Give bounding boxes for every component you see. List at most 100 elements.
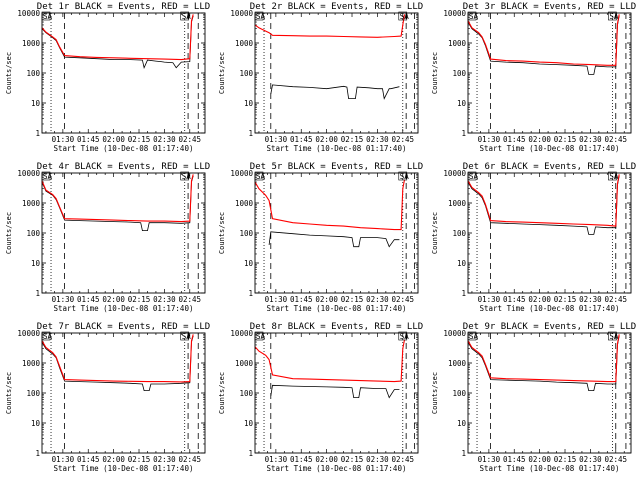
panel-title: Det 3r BLACK = Events, RED = LLD [463, 2, 636, 12]
y-tick-label: 100 [452, 229, 466, 238]
x-tick-label: 01:45 [77, 455, 100, 464]
y-tick-label: 1 [248, 289, 253, 298]
x-tick-label: 02:45 [178, 135, 201, 144]
y-tick-label: 100 [452, 389, 466, 398]
x-tick-label: 02:15 [128, 455, 151, 464]
x-tick-label: 02:30 [366, 455, 389, 464]
corner-marker-right: SA [182, 12, 192, 21]
x-tick-label: 02:30 [153, 135, 176, 144]
y-axis-label: Counts/sec [5, 212, 13, 254]
corner-marker-left: SA [469, 12, 479, 21]
x-tick-label: 02:30 [153, 455, 176, 464]
y-axis-label: Counts/sec [431, 212, 439, 254]
series-lld [467, 334, 620, 383]
x-tick-label: 02:30 [579, 135, 602, 144]
x-axis-label: Start Time (10-Dec-08 01:17:40) [54, 144, 194, 153]
corner-marker-box [608, 171, 617, 181]
y-tick-label: 100 [26, 229, 40, 238]
series-lld [467, 14, 620, 66]
x-tick-label: 02:30 [579, 295, 602, 304]
x-tick-label: 02:45 [391, 135, 414, 144]
y-tick-label: 10000 [17, 169, 40, 178]
corner-marker-left: SA [469, 172, 479, 181]
x-tick-label: 01:45 [77, 135, 100, 144]
x-tick-label: 02:00 [528, 135, 551, 144]
y-tick-label: 1000 [22, 199, 41, 208]
panel-det-2r: Det 2r BLACK = Events, RED = LLD Counts/s… [218, 2, 423, 153]
x-tick-label: 02:00 [315, 455, 338, 464]
panel-title: Det 7r BLACK = Events, RED = LLD [37, 322, 210, 332]
corner-marker-right: SA [609, 172, 619, 181]
y-tick-label: 100 [239, 69, 253, 78]
x-axis-label: Start Time (10-Dec-08 01:17:40) [480, 304, 620, 313]
y-tick-label: 10000 [230, 329, 253, 338]
y-tick-label: 10000 [443, 329, 466, 338]
series-lld [467, 174, 620, 227]
x-tick-label: 02:15 [128, 135, 151, 144]
x-tick-label: 02:00 [102, 135, 125, 144]
corner-marker-box [180, 331, 189, 341]
y-tick-label: 1 [461, 129, 466, 138]
panel-title: Det 9r BLACK = Events, RED = LLD [463, 322, 636, 332]
y-tick-label: 1000 [235, 199, 254, 208]
x-tick-label: 01:45 [77, 295, 100, 304]
x-tick-label: 02:00 [528, 295, 551, 304]
plot-frame [254, 12, 419, 134]
y-axis-label: Counts/sec [5, 372, 13, 414]
x-tick-label: 02:45 [604, 135, 627, 144]
plot-frame [467, 172, 632, 294]
x-tick-label: 02:45 [178, 455, 201, 464]
series-events [270, 384, 400, 399]
y-tick-label: 1000 [22, 39, 41, 48]
corner-marker-left: SA [469, 332, 479, 341]
x-tick-label: 01:45 [290, 295, 313, 304]
y-tick-label: 10 [457, 99, 467, 108]
panel-title: Det 4r BLACK = Events, RED = LLD [37, 162, 210, 172]
panel-det-1r: Det 1r BLACK = Events, RED = LLD Counts/s… [5, 2, 210, 153]
y-tick-label: 1 [248, 129, 253, 138]
x-tick-label: 02:30 [579, 455, 602, 464]
y-axis-label: Counts/sec [5, 52, 13, 94]
y-tick-label: 1000 [448, 39, 467, 48]
y-tick-label: 1 [461, 289, 466, 298]
y-tick-label: 100 [239, 389, 253, 398]
series-lld [254, 179, 406, 231]
series-events [270, 84, 400, 100]
x-tick-label: 02:45 [604, 295, 627, 304]
y-axis-label: Counts/sec [218, 212, 226, 254]
y-tick-label: 10 [244, 259, 254, 268]
x-tick-label: 02:30 [366, 295, 389, 304]
corner-marker-right: SA [609, 332, 619, 341]
x-axis-label: Start Time (10-Dec-08 01:17:40) [480, 464, 620, 473]
y-tick-label: 1000 [235, 39, 254, 48]
x-tick-label: 02:45 [391, 295, 414, 304]
series-events [268, 231, 400, 248]
x-tick-label: 02:15 [128, 295, 151, 304]
x-axis-label: Start Time (10-Dec-08 01:17:40) [267, 144, 407, 153]
panel-title: Det 5r BLACK = Events, RED = LLD [250, 162, 423, 172]
x-tick-label: 01:45 [503, 455, 526, 464]
corner-marker-right: SA [609, 12, 619, 21]
y-tick-label: 10 [31, 259, 41, 268]
y-tick-label: 1000 [448, 359, 467, 368]
y-tick-label: 10000 [17, 9, 40, 18]
y-tick-label: 10 [31, 419, 41, 428]
y-tick-label: 10000 [230, 9, 253, 18]
y-tick-label: 10 [244, 419, 254, 428]
y-tick-label: 100 [452, 69, 466, 78]
corner-marker-right: SA [400, 332, 410, 341]
plot-frame [41, 332, 206, 454]
corner-marker-box [398, 331, 408, 341]
corner-marker-box [608, 11, 617, 21]
panel-title: Det 1r BLACK = Events, RED = LLD [37, 2, 210, 12]
y-tick-label: 10 [244, 99, 254, 108]
y-tick-label: 1000 [22, 359, 41, 368]
corner-marker-right: SA [182, 332, 192, 341]
plot-frame [254, 172, 419, 294]
panel-det-7r: Det 7r BLACK = Events, RED = LLD Counts/s… [5, 322, 210, 473]
y-tick-label: 1000 [448, 199, 467, 208]
panel-det-9r: Det 9r BLACK = Events, RED = LLD Counts/s… [431, 322, 636, 473]
y-tick-label: 1 [35, 289, 40, 298]
y-tick-label: 100 [239, 229, 253, 238]
